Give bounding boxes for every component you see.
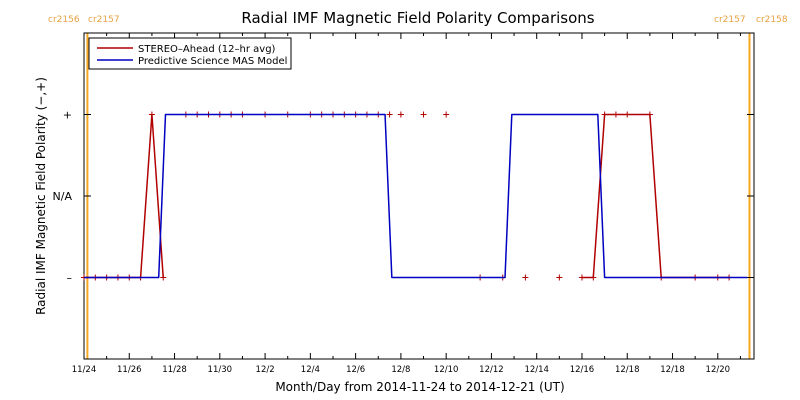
series-layer: [81, 111, 748, 281]
y-tick-label: +: [63, 109, 72, 122]
x-tick-label: 11/28: [162, 365, 187, 375]
plot-frame: [83, 32, 755, 360]
series-point-stereo-ahead-12-hr-avg: [590, 274, 597, 281]
x-tick-label: 12/12: [479, 365, 504, 375]
legend: STEREO–Ahead (12–hr avg) Predictive Scie…: [88, 37, 292, 70]
chart-title: Radial IMF Magnetic Field Polarity Compa…: [241, 9, 594, 27]
x-axis-label: Month/Day from 2014-11-24 to 2014-12-21 …: [275, 380, 564, 394]
y-axis-label: Radial IMF Magnetic Field Polarity (−,+): [34, 77, 48, 315]
legend-label-stereo: STEREO–Ahead (12–hr avg): [138, 44, 276, 55]
series-point-stereo-ahead-12-hr-avg: [646, 111, 653, 118]
x-tick-label: 12/14: [524, 365, 549, 375]
legend-box: [88, 37, 292, 70]
x-tick-label: 12/18: [615, 365, 640, 375]
series-point-stereo-ahead-12-hr-avg: [420, 111, 427, 118]
carrington-label-left: cr2156: [48, 15, 80, 25]
series-point-stereo-ahead-12-hr-avg: [386, 111, 393, 118]
series-line-stereo-ahead-12-hr-avg: [581, 113, 730, 279]
series-point-stereo-ahead-12-hr-avg: [443, 111, 450, 118]
x-axis-ticks: 11/24 11/26 11/28 11/30 12/2 12/4 12/6 12/8 12/1…: [72, 33, 741, 375]
series-point-stereo-ahead-12-hr-avg: [397, 111, 404, 118]
x-tick-label: 12/16: [570, 365, 595, 375]
series-point-stereo-ahead-12-hr-avg: [601, 111, 608, 118]
x-tick-label: 12/8: [391, 365, 410, 375]
x-tick-label: 12/2: [256, 365, 275, 375]
x-tick-label: 11/30: [208, 365, 233, 375]
x-tick-label: 11/26: [117, 365, 142, 375]
x-tick-label: 11/24: [72, 365, 97, 375]
x-tick-label: 12/20: [706, 365, 731, 375]
carrington-label-left: cr2157: [714, 15, 746, 25]
legend-label-model: Predictive Science MAS Model: [138, 56, 287, 67]
carrington-label-right: cr2157: [88, 15, 120, 25]
x-tick-label: 12/18: [660, 365, 685, 375]
carrington-label-right: cr2158: [756, 15, 788, 25]
series-line-predictive-science-mas-model: [84, 113, 748, 279]
series-point-stereo-ahead-12-hr-avg: [556, 274, 563, 281]
y-tick-label: N/A: [53, 190, 73, 203]
series-point-stereo-ahead-12-hr-avg: [624, 111, 631, 118]
series-point-stereo-ahead-12-hr-avg: [522, 274, 529, 281]
series-point-stereo-ahead-12-hr-avg: [148, 111, 155, 118]
x-tick-label: 12/6: [346, 365, 365, 375]
series-point-stereo-ahead-12-hr-avg: [578, 274, 585, 281]
x-tick-label: 12/10: [434, 365, 459, 375]
x-tick-label: 12/4: [301, 365, 320, 375]
series-point-stereo-ahead-12-hr-avg: [612, 111, 619, 118]
series-line-stereo-ahead-12-hr-avg: [84, 113, 164, 279]
series-point-stereo-ahead-12-hr-avg: [160, 274, 167, 281]
y-tick-label: –: [67, 272, 73, 285]
